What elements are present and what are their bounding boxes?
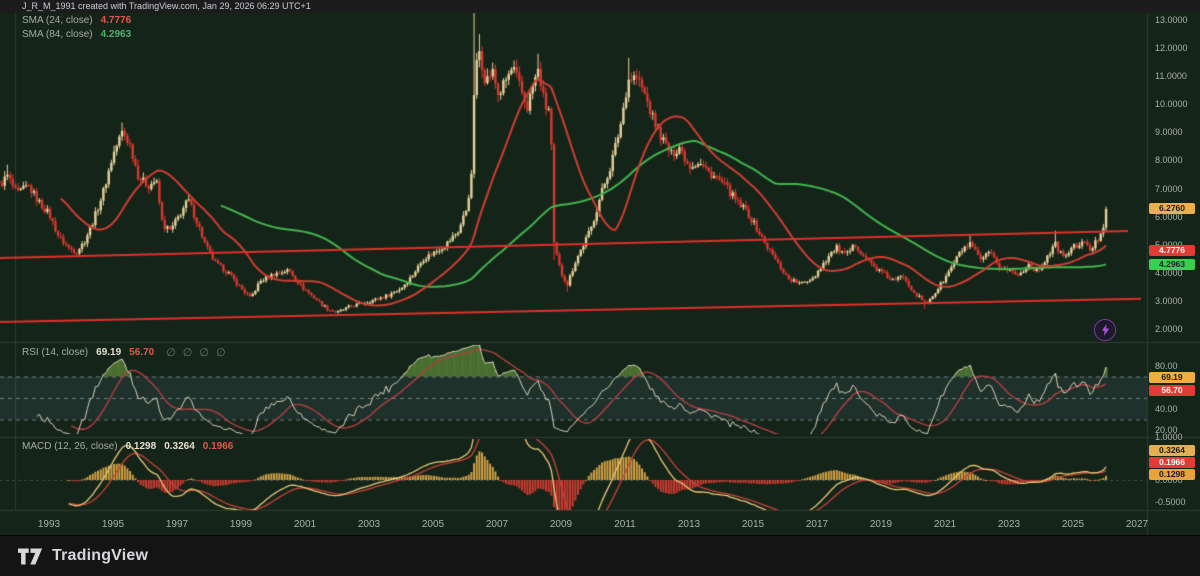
time-axis-year-label: 1999 <box>229 519 253 530</box>
time-axis-year-label: 2027 <box>1125 519 1149 530</box>
time-axis-year-label: 2005 <box>421 519 445 530</box>
macd-axis-label: 0.0000 <box>1155 475 1183 485</box>
macd-signal-value: 0.1966 <box>202 441 234 452</box>
tradingview-logo-icon[interactable] <box>18 547 43 565</box>
time-axis-year-label: 2007 <box>485 519 509 530</box>
price-axis-label: 9.0000 <box>1155 127 1183 138</box>
macd-axis-label: 1.0000 <box>1155 431 1183 442</box>
price-axis-label: 13.0000 <box>1155 15 1188 25</box>
time-axis-year-label: 2001 <box>293 519 317 530</box>
rsi-hidden-input-toggles: ∅ ∅ ∅ ∅ <box>166 346 225 359</box>
footer-bar: TradingView <box>0 535 1200 576</box>
rsi-ma-value: 56.70 <box>129 347 155 358</box>
time-axis-year-label: 2017 <box>805 519 829 530</box>
price-axis-label: 6.0000 <box>1155 211 1183 222</box>
rsi-legend-row[interactable]: RSI (14, close) 69.19 56.70 ∅ ∅ ∅ ∅ <box>22 346 226 359</box>
macd-legend-label: MACD (12, 26, close) <box>22 441 118 452</box>
sma84-legend-label: SMA (84, close) <box>22 29 93 40</box>
time-axis-year-label: 2009 <box>549 519 573 530</box>
time-axis-year-label: 2023 <box>997 519 1021 530</box>
sma84-badge: 4.2963 <box>1149 258 1195 270</box>
price-axis-label: 4.0000 <box>1155 267 1183 278</box>
last-price-badge: 6.2760 <box>1149 203 1195 215</box>
macd-hist-badge: 0.1298 <box>1149 468 1195 480</box>
time-axis-year-label: 1993 <box>37 519 61 530</box>
macd-legend-row[interactable]: MACD (12, 26, close) 0.1298 0.3264 0.196… <box>22 441 233 452</box>
rsi-axis-label: 20.00 <box>1155 425 1178 436</box>
price-axis-label: 7.0000 <box>1155 183 1183 194</box>
sma84-legend-row[interactable]: SMA (84, close) 4.2963 <box>22 29 131 40</box>
macd-line-value: 0.3264 <box>164 441 195 452</box>
lightning-icon <box>1101 324 1110 336</box>
disabled-input-icon[interactable]: ∅ <box>166 347 176 359</box>
time-axis-year-label: 2021 <box>933 519 957 530</box>
rsi-axis-label: 80.00 <box>1155 360 1178 371</box>
sma24-legend-value: 4.7776 <box>100 15 132 26</box>
time-axis-year-label: 2011 <box>614 519 636 530</box>
macd-axis-label: -0.5000 <box>1155 496 1186 507</box>
rsi-axis-label: 40.00 <box>1155 403 1178 414</box>
price-axis-label: 8.0000 <box>1155 155 1183 166</box>
sma24-badge: 4.7776 <box>1149 245 1195 257</box>
rsi-badge: 69.19 <box>1149 371 1195 383</box>
time-axis-year-label: 2013 <box>677 519 701 530</box>
macd-line-badge: 0.3264 <box>1149 444 1195 456</box>
time-axis-year-label: 2019 <box>869 519 893 530</box>
macd-hist-value: 0.1298 <box>125 441 157 452</box>
disabled-input-icon[interactable]: ∅ <box>182 347 193 359</box>
price-axis-label: 12.0000 <box>1155 43 1188 54</box>
sma24-legend-label: SMA (24, close) <box>22 15 93 26</box>
sma84-legend-value: 4.2963 <box>100 29 132 40</box>
price-axis-label: 3.0000 <box>1155 295 1183 306</box>
time-axis-year-label: 1997 <box>165 519 189 530</box>
tradingview-wordmark[interactable]: TradingView <box>52 547 149 564</box>
price-axis-label: 10.0000 <box>1155 99 1188 110</box>
price-axis-label: 11.0000 <box>1155 71 1187 82</box>
time-axis-year-label: 1995 <box>101 519 125 530</box>
price-axis-label: 2.0000 <box>1155 324 1183 334</box>
time-axis-year-label: 2003 <box>357 519 381 530</box>
chart-title-bar: J_R_M_1991 created with TradingView.com,… <box>0 0 1200 13</box>
quick-trade-button[interactable] <box>1094 319 1116 341</box>
time-axis-year-label: 2015 <box>741 519 765 530</box>
disabled-input-icon[interactable]: ∅ <box>199 347 209 359</box>
rsi-value: 69.19 <box>96 347 122 358</box>
chart-title: J_R_M_1991 created with TradingView.com,… <box>22 1 311 11</box>
sma24-legend-row[interactable]: SMA (24, close) 4.7776 <box>22 15 131 26</box>
macd-signal-badge: 0.1966 <box>1149 456 1195 468</box>
time-axis-year-label: 2025 <box>1061 519 1085 530</box>
rsi-legend-label: RSI (14, close) <box>22 347 89 358</box>
price-axis-label: 5.0000 <box>1155 240 1183 250</box>
rsi-ma-badge: 56.70 <box>1149 385 1195 397</box>
disabled-input-icon[interactable]: ∅ <box>215 347 226 359</box>
